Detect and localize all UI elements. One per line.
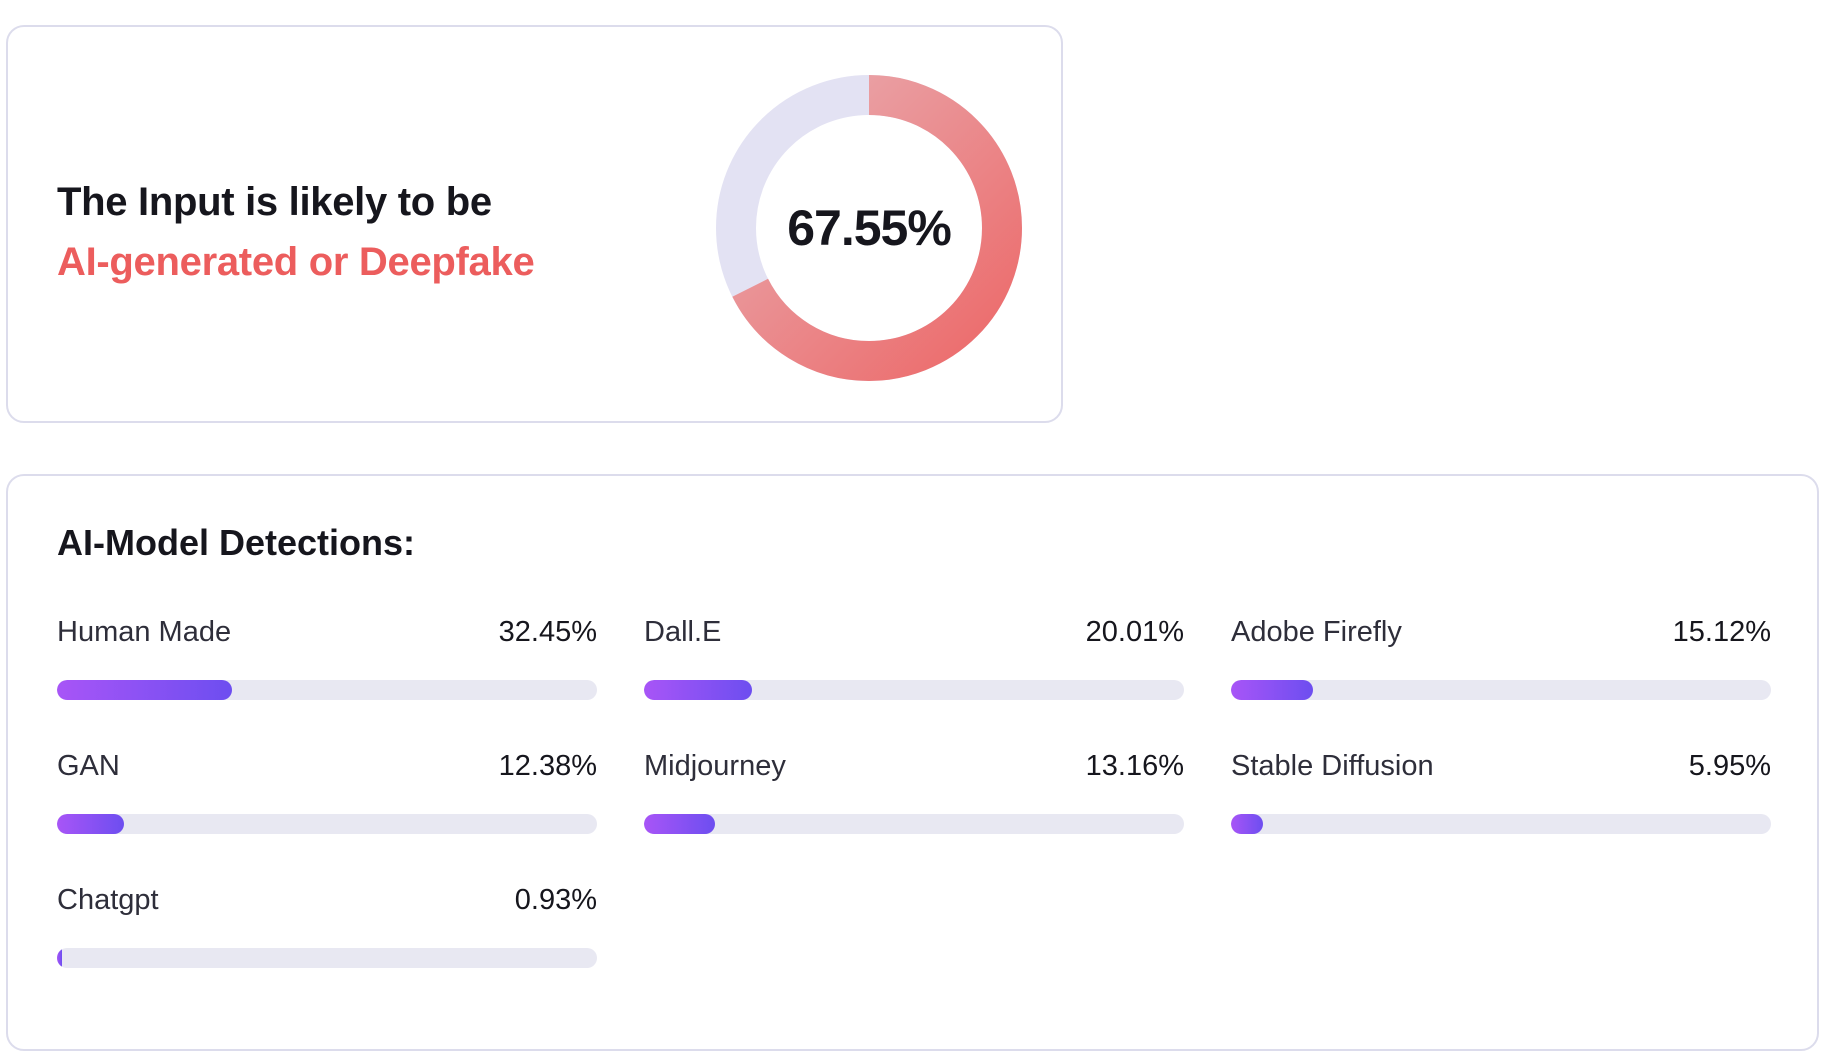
detection-percentage: 20.01%	[1085, 616, 1184, 648]
detection-item-dall-e: Dall.E 20.01%	[644, 616, 1184, 706]
detection-bar-fill	[644, 680, 753, 700]
result-headline-line1: The Input is likely to be	[57, 180, 492, 224]
detection-percentage: 15.12%	[1672, 616, 1771, 648]
score-ring-fill	[716, 75, 1022, 381]
detection-bar-track	[644, 680, 1184, 700]
detections-title: AI-Model Detections:	[57, 522, 416, 563]
detection-item-human-made: Human Made 32.45%	[57, 616, 597, 706]
detection-percentage: 32.45%	[498, 616, 597, 648]
score-donut-chart: 67.55%	[716, 75, 1022, 381]
detection-bar-track	[1231, 814, 1771, 834]
detection-bar-fill	[1231, 680, 1313, 700]
detection-item-stable-diffusion: Stable Diffusion 5.95%	[1231, 750, 1771, 840]
detection-bar-track	[57, 680, 597, 700]
detection-label: Human Made	[57, 616, 232, 648]
detection-bar-track	[57, 814, 597, 834]
detection-bar-fill	[1231, 814, 1264, 834]
detection-bar-fill	[644, 814, 716, 834]
detection-bar-track	[1231, 680, 1771, 700]
result-card: The Input is likely to be AI-generated o…	[6, 25, 1063, 423]
detection-percentage: 13.16%	[1085, 750, 1184, 782]
result-headline: The Input is likely to be AI-generated o…	[57, 172, 535, 292]
detection-label: Stable Diffusion	[1231, 750, 1434, 782]
detection-bar-fill	[57, 814, 124, 834]
detection-label: Chatgpt	[57, 884, 159, 916]
detection-bar-fill	[57, 948, 63, 968]
detection-item-gan: GAN 12.38%	[57, 750, 597, 840]
detection-label: Midjourney	[644, 750, 786, 782]
detection-label: GAN	[57, 750, 120, 782]
detection-label: Adobe Firefly	[1231, 616, 1402, 648]
detection-percentage: 5.95%	[1688, 750, 1771, 782]
score-donut-svg	[716, 75, 1022, 381]
detections-grid: Human Made 32.45% Dall.E 20.01% Adobe Fi…	[57, 616, 1775, 1036]
detection-item-midjourney: Midjourney 13.16%	[644, 750, 1184, 840]
detection-percentage: 12.38%	[498, 750, 597, 782]
detection-item-chatgpt: Chatgpt 0.93%	[57, 884, 597, 974]
score-value: 67.55%	[787, 200, 952, 256]
detection-percentage: 0.93%	[514, 884, 597, 916]
detection-bar-fill	[57, 680, 233, 700]
detections-card: AI-Model Detections: Human Made 32.45% D…	[6, 474, 1819, 1051]
detection-bar-track	[57, 948, 597, 968]
detection-label: Dall.E	[644, 616, 722, 648]
detection-bar-track	[644, 814, 1184, 834]
result-headline-verdict: AI-generated or Deepfake	[57, 240, 535, 284]
detection-item-adobe-firefly: Adobe Firefly 15.12%	[1231, 616, 1771, 706]
